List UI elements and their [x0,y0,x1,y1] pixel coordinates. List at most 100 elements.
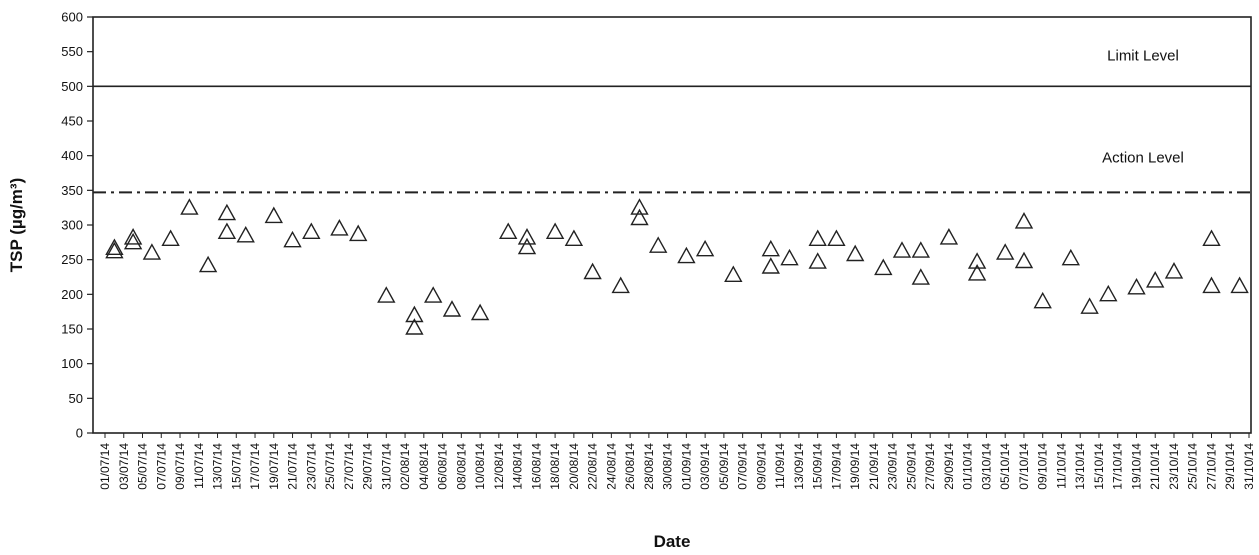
data-point [611,276,630,294]
y-tick-label: 450 [61,114,83,129]
data-point [892,241,912,258]
x-tick-label: 18/08/14 [548,443,562,490]
x-tick-label: 13/07/14 [211,443,225,490]
x-tick-label: 13/10/14 [1073,443,1087,490]
x-tick-label: 29/10/14 [1223,443,1237,490]
data-point [424,286,443,303]
data-point [236,225,255,243]
data-point [545,222,565,240]
data-point [330,219,349,236]
data-point [405,318,424,335]
x-tick-label: 25/07/14 [323,443,337,490]
y-tick-label: 400 [61,148,83,163]
x-tick-label: 25/10/14 [1186,443,1200,490]
y-tick-label: 200 [61,287,83,302]
x-tick-label: 29/07/14 [361,443,375,490]
data-point [808,229,827,247]
data-point [1146,271,1165,288]
data-point [264,206,283,224]
data-point [283,230,302,248]
x-tick-label: 27/10/14 [1204,443,1218,490]
x-tick-label: 31/07/14 [379,443,393,490]
x-tick-label: 05/07/14 [136,443,150,490]
x-tick-label: 23/07/14 [304,443,318,490]
x-tick-label: 26/08/14 [623,443,637,490]
x-tick-label: 19/10/14 [1129,443,1143,490]
action-level-label: Action Level [1102,149,1184,166]
x-tick-label: 10/08/14 [473,443,487,490]
x-tick-label: 14/08/14 [511,443,525,490]
x-tick-label: 11/09/14 [773,443,787,489]
x-tick-label: 15/10/14 [1092,443,1106,490]
data-point [677,246,696,264]
data-point [911,241,930,258]
data-point [1014,212,1034,229]
y-tick-label: 550 [61,44,83,59]
x-tick-label: 20/08/14 [567,443,581,490]
x-tick-label: 01/07/14 [98,443,112,490]
data-point [105,238,124,256]
data-point [630,198,649,215]
plot-frame [92,16,1252,434]
data-point [180,198,199,215]
x-tick-label: 08/08/14 [454,443,468,490]
data-point [349,224,368,242]
data-point [470,303,490,321]
data-point [939,228,959,245]
x-tick-label: 05/09/14 [717,443,731,490]
data-point [517,237,537,255]
data-point [142,243,162,260]
data-points [105,198,1249,335]
x-tick-label: 07/10/14 [1017,443,1031,490]
data-point [846,244,865,262]
data-point [1080,297,1099,314]
data-point [198,255,218,273]
y-tick-label: 50 [69,391,83,406]
reference-lines: Limit Level Action Level [93,47,1251,194]
data-point [217,222,237,240]
data-point [405,305,424,323]
x-tick-label: 19/09/14 [848,443,862,490]
data-point [724,265,743,282]
x-tick-label: 03/09/14 [698,443,712,490]
data-point [517,228,537,245]
x-tick-label: 05/10/14 [998,443,1012,490]
data-point [1061,248,1080,266]
data-point [583,262,602,280]
data-point [874,258,893,276]
data-point [996,243,1015,260]
x-tick-label: 09/09/14 [754,443,768,490]
data-point [1202,229,1221,247]
x-tick-label: 16/08/14 [529,443,543,490]
data-point [499,222,518,240]
x-tick-label: 11/07/14 [192,443,206,489]
y-axis-ticks: 0 50 100 150 200 250 300 350 400 450 500 550 600 [61,10,93,441]
data-point [377,286,396,303]
data-point [1033,291,1052,309]
x-tick-label: 01/10/14 [961,443,975,490]
data-point [808,252,827,269]
data-point [911,268,930,285]
data-point [1164,262,1184,279]
x-axis-title: Date [654,532,691,551]
data-point [630,208,649,226]
x-tick-label: 07/09/14 [736,443,750,490]
data-point [217,203,237,221]
data-point [161,229,180,247]
y-tick-label: 600 [61,10,83,25]
x-tick-label: 23/09/14 [886,443,900,490]
x-tick-label: 17/09/14 [829,443,843,490]
x-tick-label: 04/08/14 [417,443,431,490]
y-tick-label: 350 [61,183,83,198]
data-point [827,229,846,247]
x-tick-label: 09/10/14 [1036,443,1050,490]
x-tick-label: 23/10/14 [1167,443,1181,490]
x-tick-label: 02/08/14 [398,443,412,490]
x-tick-label: 03/10/14 [979,443,993,490]
x-tick-label: 21/09/14 [867,443,881,490]
x-tick-label: 15/09/14 [811,443,825,490]
x-tick-label: 30/08/14 [661,443,675,490]
data-point [123,228,143,245]
